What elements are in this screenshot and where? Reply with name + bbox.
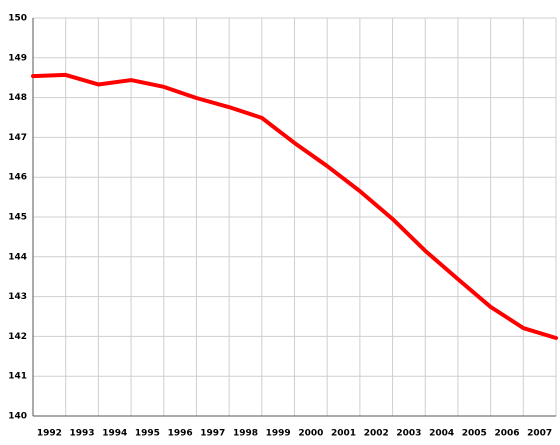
y-tick-label: 146 xyxy=(8,173,27,183)
y-tick-label: 140 xyxy=(8,412,27,422)
x-tick-label: 1993 xyxy=(70,429,95,439)
y-tick-label: 148 xyxy=(8,93,27,103)
x-tick-label: 2003 xyxy=(396,429,421,439)
x-tick-label: 2006 xyxy=(494,429,519,439)
y-tick-label: 149 xyxy=(8,53,27,63)
y-tick-label: 147 xyxy=(8,133,27,143)
y-tick-label: 145 xyxy=(8,213,27,223)
y-tick-label: 143 xyxy=(8,292,27,302)
x-tick-label: 1998 xyxy=(233,429,258,439)
y-tick-label: 150 xyxy=(8,14,27,24)
x-tick-label: 2005 xyxy=(462,429,487,439)
x-tick-label: 2007 xyxy=(527,429,552,439)
x-tick-label: 1994 xyxy=(102,429,127,439)
x-tick-label: 1992 xyxy=(37,429,62,439)
x-tick-label: 2002 xyxy=(364,429,389,439)
data-line xyxy=(31,72,558,340)
x-tick-label: 1999 xyxy=(266,429,291,439)
x-tick-label: 1997 xyxy=(200,429,225,439)
y-tick-label: 141 xyxy=(8,372,27,382)
x-tick-label: 2004 xyxy=(429,429,454,439)
x-tick-label: 1996 xyxy=(168,429,193,439)
y-tick-label: 142 xyxy=(8,332,27,342)
x-tick-label: 2000 xyxy=(298,429,323,439)
x-tick-label: 2001 xyxy=(331,429,356,439)
x-tick-label: 1995 xyxy=(135,429,160,439)
y-tick-label: 144 xyxy=(8,252,27,262)
